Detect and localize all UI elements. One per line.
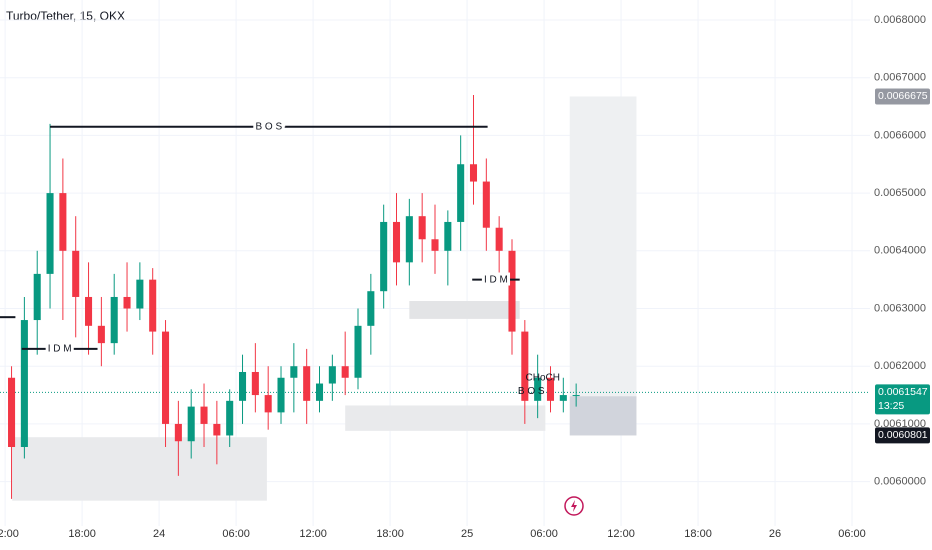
- x-tick-label: 18:00: [376, 528, 404, 540]
- y-tick-label: 0.0066000: [874, 129, 926, 141]
- x-tick-label: 12:00: [0, 528, 19, 540]
- candle-body: [367, 291, 375, 326]
- x-tick-label: 06:00: [222, 528, 250, 540]
- y-tick-label: 0.0060000: [874, 476, 926, 488]
- candle-body: [187, 406, 195, 442]
- zone: [409, 301, 520, 319]
- y-tick-label: 0.0065000: [874, 187, 926, 199]
- price-tag: [875, 384, 930, 415]
- annotation-label: I D M: [48, 344, 72, 355]
- x-tick-label: 25: [461, 528, 473, 540]
- candle-body: [559, 395, 567, 401]
- zone: [569, 396, 637, 436]
- candle-body: [123, 296, 131, 309]
- candle-body: [546, 377, 555, 401]
- annotation-label: I D M: [484, 274, 508, 285]
- zone: [345, 405, 546, 431]
- candle-body: [392, 221, 401, 263]
- x-tick-label: 12:00: [607, 528, 635, 540]
- price-tag-label: 0.0060801: [878, 429, 928, 441]
- candle-body: [341, 366, 349, 378]
- y-tick-label: 0.0062000: [874, 360, 926, 372]
- annotation-note: B O S: [518, 386, 545, 397]
- x-tick-label: 26: [769, 528, 781, 540]
- price-tag-label: 0.0066675: [878, 90, 928, 102]
- candle-body: [20, 320, 28, 448]
- candle-body: [33, 273, 41, 321]
- candle-body: [277, 377, 285, 413]
- candle-body: [264, 395, 272, 413]
- candle-body: [85, 296, 93, 326]
- candle-body: [469, 164, 478, 182]
- annotation-label: B O S: [255, 121, 282, 132]
- zone: [12, 437, 267, 501]
- candle-body: [72, 250, 80, 297]
- zone: [569, 96, 637, 397]
- candle-body: [174, 423, 182, 442]
- candle-body: [315, 383, 324, 401]
- candle-body: [354, 325, 362, 378]
- alert-icon[interactable]: [564, 496, 584, 516]
- candle-body: [110, 296, 118, 344]
- candle-body: [572, 395, 580, 397]
- candle-body: [213, 423, 221, 436]
- x-tick-label: 06:00: [838, 528, 866, 540]
- x-tick-label: 24: [153, 528, 165, 540]
- annotation-note: CHoCH: [526, 372, 560, 383]
- candle-body: [431, 239, 439, 251]
- candle-body: [290, 366, 298, 378]
- y-tick-label: 0.0064000: [874, 245, 926, 257]
- candle-body: [238, 371, 247, 401]
- candle-body: [8, 377, 16, 448]
- candle-body: [251, 371, 259, 396]
- price-tag-label: 0.0061547: [878, 386, 928, 398]
- candle-body: [200, 406, 208, 424]
- candle-body: [162, 331, 170, 424]
- candle-body: [97, 325, 105, 344]
- candle-body: [508, 250, 516, 332]
- candle-body: [380, 221, 388, 292]
- candle-body: [521, 331, 529, 401]
- candle-body: [534, 377, 542, 401]
- candle-body: [59, 193, 67, 251]
- candle-body: [149, 279, 157, 332]
- x-tick-label: 12:00: [299, 528, 327, 540]
- y-tick-label: 0.0063000: [874, 302, 926, 314]
- candle-body: [303, 366, 311, 401]
- price-tag: [875, 427, 930, 444]
- price-tag: [875, 88, 930, 105]
- y-tick-label: 0.0067000: [874, 72, 926, 84]
- candle-body: [444, 221, 452, 251]
- candle-body: [136, 279, 144, 309]
- candle-body: [418, 216, 426, 240]
- candle-body: [46, 193, 54, 274]
- x-tick-label: 18:00: [684, 528, 712, 540]
- candle-body: [328, 366, 336, 384]
- icon-bolt: [571, 500, 577, 512]
- candle-body: [495, 227, 503, 251]
- candle-body: [457, 164, 465, 222]
- x-tick-label: 06:00: [530, 528, 558, 540]
- candle-body: [405, 216, 413, 263]
- x-tick-label: 18:00: [68, 528, 96, 540]
- candle-body: [226, 400, 234, 436]
- countdown: 13:25: [878, 400, 904, 412]
- candle-body: [482, 181, 490, 228]
- chart-title: Turbo/Tether, 15, OKX: [6, 9, 125, 23]
- y-tick-label: 0.0068000: [874, 14, 926, 26]
- y-tick-label: 0.0061000: [874, 418, 926, 430]
